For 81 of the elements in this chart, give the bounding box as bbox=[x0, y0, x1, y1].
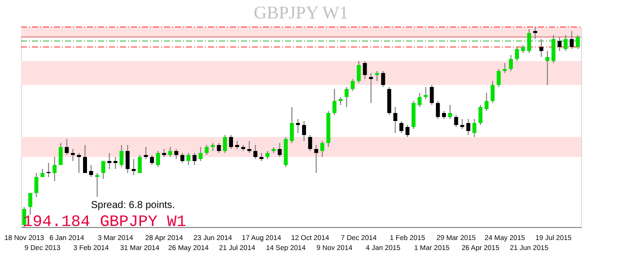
candlestick bbox=[76, 152, 81, 174]
candlestick bbox=[253, 144, 258, 160]
candlestick bbox=[405, 124, 410, 138]
candlestick bbox=[350, 78, 355, 92]
candlestick bbox=[460, 118, 464, 130]
candlestick bbox=[508, 54, 513, 72]
candlestick bbox=[204, 144, 209, 156]
candlestick bbox=[466, 118, 470, 136]
candlestick bbox=[399, 120, 404, 134]
candlestick bbox=[89, 164, 94, 178]
candlestick bbox=[412, 100, 416, 130]
candlestick bbox=[174, 148, 178, 160]
candlestick bbox=[502, 62, 507, 74]
candlestick bbox=[514, 46, 519, 62]
candlestick bbox=[198, 146, 203, 162]
candlestick bbox=[418, 92, 422, 108]
annotation: 194.184 GBPJPY W1 bbox=[23, 213, 186, 231]
candlestick bbox=[156, 150, 160, 168]
candlestick bbox=[132, 158, 136, 176]
candlestick bbox=[381, 70, 386, 88]
candlestick bbox=[278, 142, 282, 158]
candlestick bbox=[484, 92, 489, 112]
candlestick bbox=[34, 172, 38, 198]
candlestick bbox=[150, 154, 154, 166]
candlestick bbox=[28, 192, 32, 216]
candlestick bbox=[52, 156, 57, 182]
candlestick bbox=[290, 106, 294, 144]
candlestick bbox=[64, 138, 69, 156]
candlestick bbox=[46, 162, 51, 178]
candlestick bbox=[430, 84, 434, 106]
chart-title: GBPJPY W1 bbox=[254, 2, 348, 22]
candlestick bbox=[120, 144, 124, 168]
candlestick bbox=[229, 134, 234, 150]
candlestick bbox=[490, 80, 495, 104]
candlestick bbox=[186, 152, 190, 166]
candlestick bbox=[216, 142, 221, 154]
candlestick bbox=[180, 152, 184, 164]
candlestick bbox=[576, 34, 580, 50]
candlestick bbox=[101, 160, 106, 180]
candlestick bbox=[387, 86, 392, 116]
candlestick bbox=[70, 148, 75, 162]
candlestick bbox=[95, 172, 100, 198]
candlestick bbox=[362, 60, 367, 80]
candlestick bbox=[448, 104, 452, 120]
candlestick bbox=[138, 154, 142, 174]
candlestick bbox=[168, 146, 172, 158]
candlestick bbox=[320, 140, 324, 158]
candlestick bbox=[570, 30, 574, 50]
annotation: Spread: 6.8 points. bbox=[91, 200, 175, 211]
candlestick bbox=[564, 34, 568, 52]
candlestick bbox=[58, 142, 63, 166]
candlestick bbox=[478, 104, 482, 126]
candlestick bbox=[314, 144, 318, 174]
candlestick bbox=[83, 144, 88, 174]
candlestick bbox=[551, 34, 556, 64]
candlestick bbox=[247, 140, 252, 154]
candlestick bbox=[375, 70, 380, 82]
candlestick bbox=[496, 68, 501, 88]
candlestick bbox=[296, 118, 300, 134]
candlestick bbox=[539, 38, 544, 58]
candlestick bbox=[344, 86, 349, 108]
candlestick bbox=[222, 134, 227, 154]
candlestick bbox=[302, 120, 306, 142]
candlestick bbox=[113, 156, 118, 170]
candlestick bbox=[424, 86, 428, 100]
candlestick bbox=[454, 114, 458, 128]
candlestick bbox=[533, 26, 538, 40]
candlestick bbox=[192, 152, 197, 166]
candlestick bbox=[558, 36, 562, 52]
candlestick bbox=[356, 60, 361, 84]
candlestick bbox=[144, 146, 148, 160]
candlestick bbox=[545, 50, 550, 86]
candlestick bbox=[308, 134, 312, 152]
candlestick bbox=[472, 118, 476, 138]
candlestick bbox=[436, 100, 440, 120]
candlestick bbox=[332, 88, 336, 116]
candlestick bbox=[107, 152, 112, 170]
candlestick bbox=[393, 106, 398, 134]
candlestick bbox=[527, 28, 532, 54]
candlestick bbox=[126, 144, 130, 174]
candlestick bbox=[368, 72, 373, 104]
